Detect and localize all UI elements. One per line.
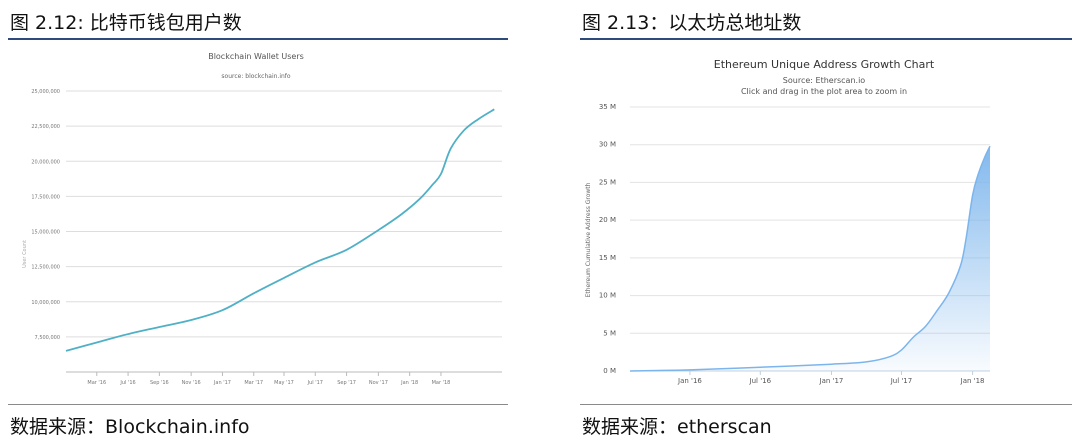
right-source-note: 数据来源：etherscan — [582, 416, 772, 438]
left-source-note: 数据来源：Blockchain.info — [10, 416, 250, 438]
left-x-tick-label: May '17 — [274, 380, 294, 386]
left-x-tick-label: Jan '17 — [213, 380, 231, 386]
right-x-tick-label: Jan '17 — [819, 377, 844, 385]
right-y-tick-label: 5 M — [603, 329, 616, 337]
left-series-line — [65, 108, 495, 352]
left-chart-subtitle: source: blockchain.info — [221, 73, 291, 80]
left-gridlines — [66, 90, 502, 376]
left-y-tick-label: 22,500,000 — [31, 124, 60, 130]
left-y-tick-label: 20,000,000 — [31, 159, 60, 165]
right-x-tick-labels: Jan '16 Jul '16 Jan '17 Jul '17 Jan '18 — [677, 377, 985, 385]
left-x-tick-label: Mar '18 — [432, 380, 451, 386]
left-y-tick-label: 7,500,000 — [35, 335, 60, 341]
left-y-tick-label: 10,000,000 — [31, 300, 60, 306]
left-title-rule — [8, 38, 508, 40]
left-bottom-rule — [8, 404, 508, 405]
right-series-area — [630, 146, 990, 371]
bitcoin-wallet-users-chart: Blockchain Wallet Users source: blockcha… — [22, 52, 502, 386]
right-chart-subtitle-hint: Click and drag in the plot area to zoom … — [741, 87, 907, 96]
right-bottom-rule — [580, 404, 1072, 405]
left-y-tick-label: 15,000,000 — [31, 230, 60, 236]
right-y-tick-label: 20 M — [599, 216, 616, 224]
left-x-tick-label: Jul '17 — [307, 380, 323, 386]
left-x-tick-label: Mar '17 — [244, 380, 263, 386]
right-chart-subtitle-source: Source: Etherscan.io — [783, 76, 865, 85]
ethereum-address-growth-chart: Ethereum Unique Address Growth Chart Sou… — [585, 58, 991, 385]
right-x-tick-label: Jan '18 — [960, 377, 985, 385]
left-x-tick-label: Sep '16 — [150, 380, 169, 386]
right-chart-title: Ethereum Unique Address Growth Chart — [714, 58, 935, 71]
left-x-tick-label: Mar '16 — [87, 380, 106, 386]
left-y-tick-label: 12,500,000 — [31, 265, 60, 271]
right-x-tick-label: Jul '17 — [890, 377, 913, 385]
left-y-axis-label: User Count — [22, 240, 28, 268]
right-x-tick-label: Jul '16 — [749, 377, 772, 385]
right-y-tick-label: 25 M — [599, 178, 616, 186]
left-x-tick-label: Nov '17 — [369, 380, 388, 386]
right-x-tick-label: Jan '16 — [677, 377, 702, 385]
right-y-tick-labels: 0 M 5 M 10 M 15 M 20 M 25 M 30 M 35 M — [599, 103, 616, 375]
left-x-tick-label: Jan '18 — [400, 380, 418, 386]
left-x-tick-label: Nov '16 — [182, 380, 201, 386]
right-y-tick-label: 35 M — [599, 103, 616, 111]
right-y-tick-label: 15 M — [599, 254, 616, 262]
left-y-tick-label: 17,500,000 — [31, 194, 60, 200]
right-figure-title: 图 2.13：以太坊总地址数 — [582, 12, 802, 34]
left-x-tick-labels: Mar '16 Jul '16 Sep '16 Nov '16 Jan '17 Mar '… — [87, 380, 450, 386]
right-y-axis-label: Ethereum Cumulative Address Growth — [585, 182, 592, 297]
right-y-tick-label: 30 M — [599, 141, 616, 149]
right-y-tick-label: 0 M — [603, 367, 616, 375]
left-figure-title: 图 2.12: 比特币钱包用户数 — [10, 12, 242, 34]
left-y-tick-label: 25,000,000 — [31, 89, 60, 95]
left-chart-title: Blockchain Wallet Users — [208, 52, 304, 61]
right-series-line — [629, 145, 991, 372]
left-x-tick-label: Sep '17 — [337, 380, 356, 386]
right-y-tick-label: 10 M — [599, 292, 616, 300]
left-x-tick-label: Jul '16 — [119, 380, 135, 386]
right-title-rule — [580, 38, 1072, 40]
left-y-tick-labels: 7,500,000 10,000,000 12,500,000 15,000,000 1… — [31, 89, 60, 341]
